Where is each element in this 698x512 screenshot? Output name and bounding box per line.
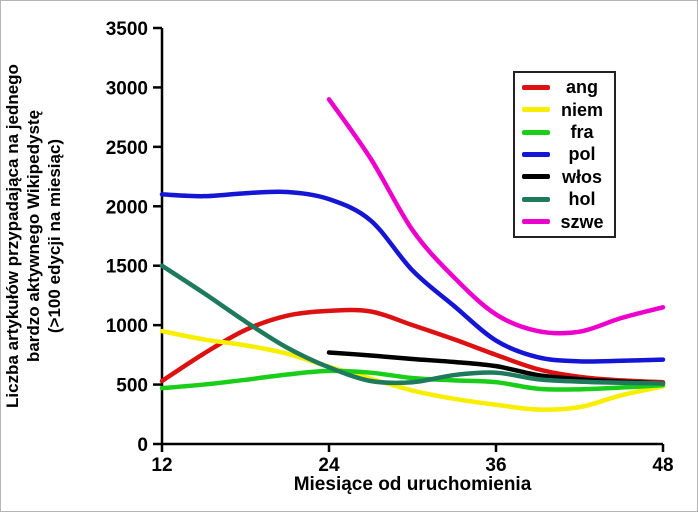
legend-swatch-hol (522, 196, 550, 202)
series-line-hol (159, 263, 666, 386)
legend-label: fra (570, 122, 594, 143)
x-tick-label: 36 (485, 455, 506, 476)
legend-item-fra: fra (515, 123, 614, 141)
series-line-szwe (326, 97, 666, 336)
legend-item-szwe: szwe (515, 213, 614, 231)
y-tick-label: 1500 (106, 257, 148, 278)
legend-swatch-włos (522, 174, 550, 180)
legend-label: pol (568, 144, 596, 165)
y-tick-label: 0 (137, 435, 148, 456)
x-axis-title: Miesiące od uruchomienia (293, 474, 532, 495)
series-line-ang (159, 307, 666, 385)
legend-item-włos: włos (515, 168, 614, 186)
y-tick-label: 3000 (106, 78, 148, 99)
legend-item-pol: pol (515, 145, 614, 163)
series-line-pol (159, 189, 666, 364)
y-tick-label: 2000 (106, 197, 148, 218)
legend-label: ang (565, 77, 598, 98)
legend-swatch-pol (522, 151, 550, 157)
legend-item-ang: ang (515, 78, 614, 96)
series-line-fra (159, 368, 666, 392)
legend-swatch-fra (522, 129, 550, 135)
legend-swatch-niem (522, 107, 550, 113)
legend-swatch-ang (522, 84, 550, 90)
y-tick-label: 2500 (106, 138, 148, 159)
x-tick-label: 12 (151, 455, 172, 476)
legend: ang niem fra pol włos hol szwe (513, 71, 616, 238)
legend-item-hol: hol (515, 190, 614, 208)
y-tick-label: 1000 (106, 316, 148, 337)
x-tick-label: 48 (652, 455, 673, 476)
y-tick-label: 3500 (106, 19, 148, 40)
legend-label: szwe (560, 211, 604, 232)
legend-label: włos (561, 166, 602, 187)
y-tick-label: 500 (116, 376, 148, 397)
series-line-niem (159, 328, 666, 412)
legend-label: hol (568, 189, 596, 210)
x-tick-label: 24 (318, 455, 340, 476)
legend-swatch-szwe (522, 219, 550, 225)
legend-item-niem: niem (515, 101, 614, 119)
legend-label: niem (560, 99, 603, 120)
